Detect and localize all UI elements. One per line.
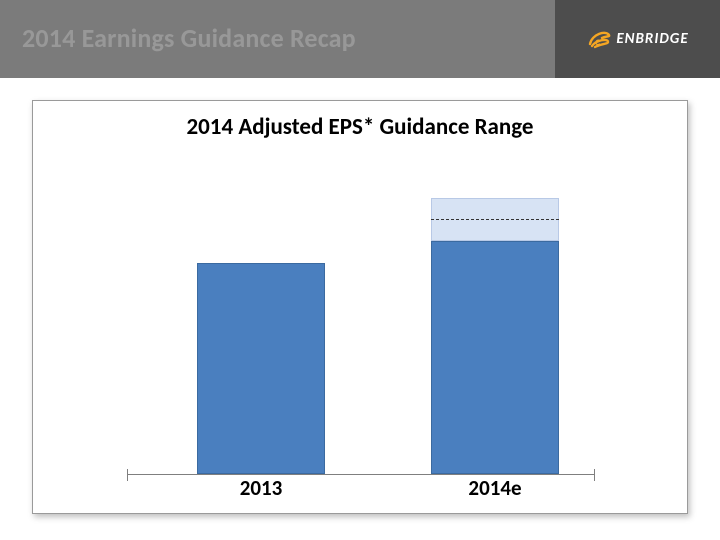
bars-container bbox=[33, 155, 689, 475]
enbridge-swoosh-icon: e bbox=[586, 26, 612, 52]
svg-text:e: e bbox=[595, 35, 601, 48]
x-axis-label: 2014e bbox=[425, 475, 565, 501]
header-right-bg: e ENBRIDGE bbox=[555, 0, 720, 78]
slide-root: e ENBRIDGE 2014 Earnings Guidance Recap … bbox=[0, 0, 720, 540]
slide-title: 2014 Earnings Guidance Recap bbox=[22, 22, 356, 54]
header: e ENBRIDGE 2014 Earnings Guidance Recap bbox=[0, 0, 720, 78]
chart-card: 2014 Adjusted EPS* Guidance Range 201320… bbox=[32, 100, 688, 514]
x-axis-label: 2013 bbox=[191, 475, 331, 501]
chart-plot-area bbox=[33, 155, 689, 475]
x-axis-labels: 2013 2014e bbox=[33, 473, 689, 507]
bar-segment bbox=[197, 263, 325, 474]
enbridge-logo: e ENBRIDGE bbox=[586, 26, 688, 52]
bar-segment bbox=[431, 241, 559, 474]
bar-range-divider bbox=[431, 219, 559, 220]
chart-title: 2014 Adjusted EPS* Guidance Range bbox=[33, 101, 687, 141]
logo-text: ENBRIDGE bbox=[616, 30, 688, 48]
